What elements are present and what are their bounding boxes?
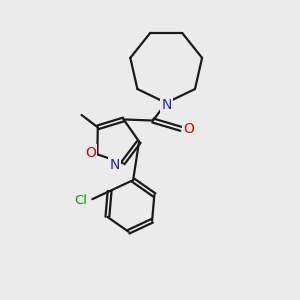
Text: N: N — [110, 158, 120, 172]
Text: O: O — [184, 122, 195, 136]
Text: N: N — [162, 98, 172, 112]
Text: O: O — [85, 146, 96, 160]
Text: Cl: Cl — [75, 194, 88, 207]
